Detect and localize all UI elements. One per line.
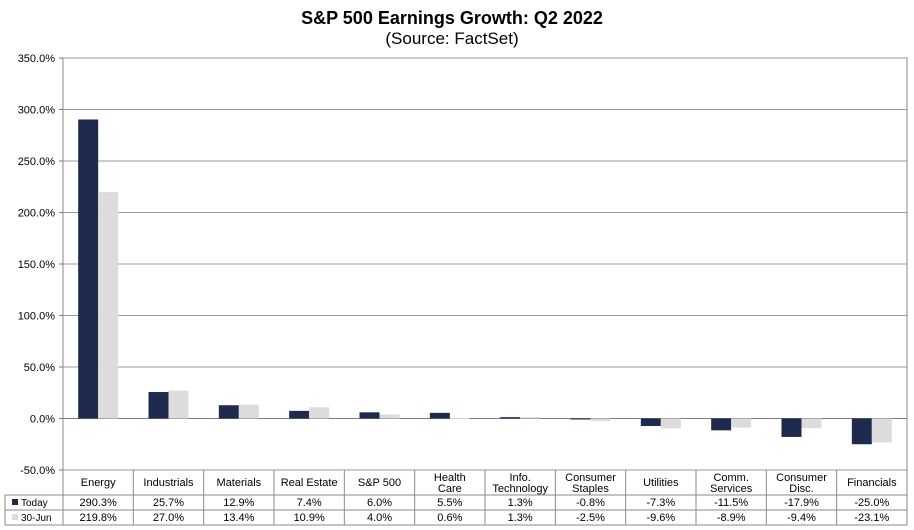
category-label: Staples	[572, 483, 609, 495]
category-label: Technology	[492, 483, 548, 495]
bar	[449, 417, 470, 419]
category-label: Utilities	[643, 477, 679, 489]
data-label: 6.0%	[367, 497, 392, 509]
legend-label: 30-Jun	[21, 513, 52, 524]
data-label: 5.5%	[437, 497, 462, 509]
data-label: 25.7%	[153, 497, 184, 509]
data-label: -23.1%	[854, 512, 889, 524]
bar	[359, 412, 380, 419]
category-label: Energy	[81, 477, 116, 489]
bar	[379, 414, 400, 419]
y-tick-label: 300.0%	[18, 105, 56, 117]
bar	[801, 418, 822, 429]
data-label: 1.3%	[508, 512, 533, 524]
data-label: 219.8%	[80, 512, 118, 524]
chart-title: S&P 500 Earnings Growth: Q2 2022	[301, 8, 603, 28]
category-label: Materials	[217, 477, 262, 489]
bar	[218, 405, 239, 419]
bar	[289, 410, 310, 419]
legend-swatch	[12, 499, 18, 505]
category-label: Consumer	[565, 472, 616, 484]
data-label: -8.9%	[717, 512, 746, 524]
y-tick-label: -50.0%	[20, 465, 55, 477]
category-label: Comm.	[713, 472, 748, 484]
category-label: Real Estate	[281, 477, 338, 489]
y-tick-label: 350.0%	[18, 53, 56, 65]
category-label: Services	[710, 483, 753, 495]
data-label: 12.9%	[223, 497, 254, 509]
bar	[711, 418, 732, 431]
data-label: -9.6%	[646, 512, 675, 524]
data-label: -17.9%	[784, 497, 819, 509]
gridlines	[62, 57, 908, 471]
data-label: -7.3%	[646, 497, 675, 509]
bar	[500, 417, 521, 419]
bar	[148, 392, 169, 419]
bars	[78, 119, 892, 445]
y-tick-label: 100.0%	[18, 311, 56, 323]
y-axis: -50.0% 0.0% 50.0% 100.0% 150.0% 200.0% 250.0% 3…	[18, 53, 63, 477]
category-label: Disc.	[789, 483, 813, 495]
category-label: Industrials	[143, 477, 194, 489]
y-tick-label: 150.0%	[18, 259, 56, 271]
data-label: 10.9%	[294, 512, 325, 524]
bar	[78, 119, 99, 419]
y-tick-label: 200.0%	[18, 208, 56, 220]
data-label: 1.3%	[508, 497, 533, 509]
category-label: Consumer	[776, 472, 827, 484]
category-label: Info.	[509, 472, 530, 484]
bar	[660, 418, 681, 429]
bar	[590, 418, 611, 422]
bar	[98, 192, 119, 419]
data-label: 0.6%	[437, 512, 462, 524]
bar	[871, 418, 892, 443]
category-label: Financials	[847, 477, 897, 489]
bar	[781, 418, 802, 437]
bar	[570, 418, 591, 420]
y-tick-label: 250.0%	[18, 156, 56, 168]
data-label: 13.4%	[223, 512, 254, 524]
bar	[238, 404, 259, 419]
data-label: -11.5%	[714, 497, 748, 509]
bar	[520, 417, 541, 419]
data-label: -25.0%	[854, 497, 889, 509]
data-label: 4.0%	[367, 512, 392, 524]
data-table: Energy Industrials Materials Real Estate S&P…	[4, 470, 908, 526]
bar	[429, 412, 450, 419]
category-label: Care	[438, 483, 462, 495]
bar	[309, 407, 330, 419]
chart-subtitle: (Source: FactSet)	[385, 29, 518, 48]
data-label: 290.3%	[80, 497, 118, 509]
bar	[168, 390, 189, 419]
data-label: 7.4%	[297, 497, 322, 509]
data-label: -2.5%	[576, 512, 605, 524]
bar	[640, 418, 661, 427]
y-tick-label: 50.0%	[24, 362, 55, 374]
data-label: -0.8%	[576, 497, 605, 509]
legend-swatch	[12, 514, 18, 520]
data-label: 27.0%	[153, 512, 184, 524]
bar	[851, 418, 872, 445]
y-tick-label: 0.0%	[30, 414, 55, 426]
legend-label: Today	[21, 498, 48, 509]
bar	[731, 418, 752, 428]
category-label: Health	[434, 472, 466, 484]
data-label: -9.4%	[787, 512, 816, 524]
category-label: S&P 500	[358, 477, 401, 489]
